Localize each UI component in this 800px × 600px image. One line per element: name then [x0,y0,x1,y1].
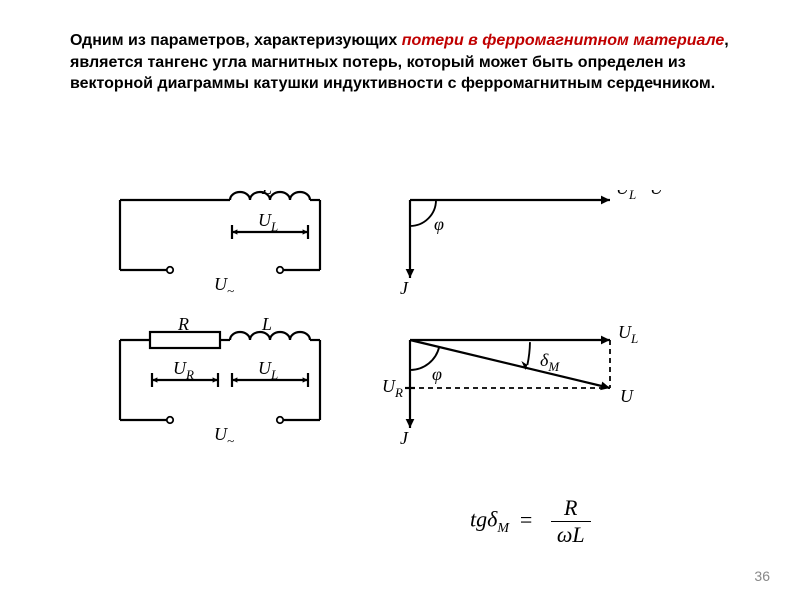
page-number: 36 [754,568,770,584]
formula-sub: M [497,521,509,536]
svg-text:J: J [400,428,409,448]
svg-text:UL: UL [258,358,278,382]
svg-text:J: J [400,278,409,298]
formula-num: R [551,495,591,522]
formula-lhs: tgδ [470,507,497,532]
svg-text:UL: UL [258,210,278,234]
svg-text:U: U [620,386,634,406]
text-em: потери в ферромагнитном материале [402,32,725,49]
formula-den: ωL [551,522,591,548]
intro-paragraph: Одним из параметров, характеризующих пот… [70,30,730,95]
svg-text:U: U [650,190,664,198]
svg-text:U~: U~ [214,274,234,298]
svg-text:φ: φ [434,214,444,234]
svg-text:δM: δM [540,350,560,374]
svg-text:L: L [261,314,272,334]
svg-text:L: L [261,190,272,198]
svg-text:R: R [177,314,189,334]
formula: tgδM = R ωL [470,495,591,548]
formula-eq: = [519,507,534,532]
diagram-svg: L UL U~ R L UR UL U~ UL U Jφ UL UR U Jφ δM [110,190,690,490]
svg-text:UL: UL [616,190,636,202]
svg-text:UR: UR [382,376,403,400]
svg-text:φ: φ [432,364,442,384]
diagram-container: L UL U~ R L UR UL U~ UL U Jφ UL UR U Jφ δM [110,190,690,495]
formula-fraction: R ωL [551,495,591,548]
svg-text:UR: UR [173,358,194,382]
svg-text:U~: U~ [214,424,234,448]
text-p1: Одним из параметров, характеризующих [70,32,402,49]
svg-text:UL: UL [618,322,638,346]
